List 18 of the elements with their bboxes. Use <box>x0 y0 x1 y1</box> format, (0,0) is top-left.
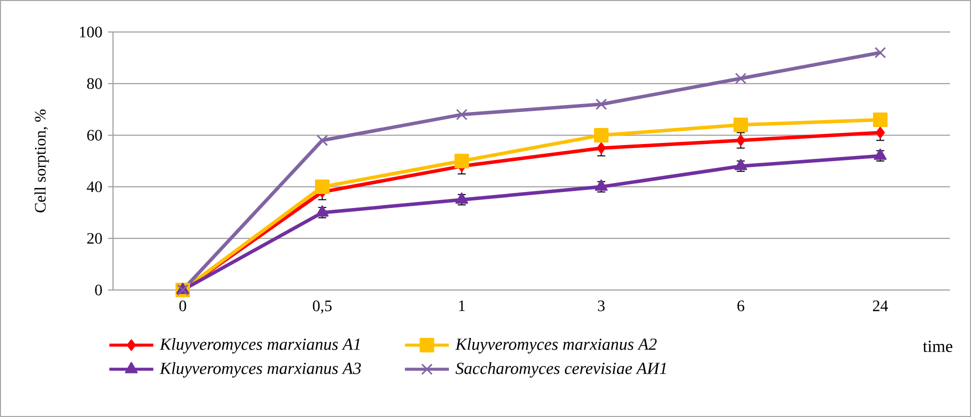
legend-label: Saccharomyces cerevisiae АИ1 <box>456 362 666 378</box>
y-tick-label: 20 <box>87 233 102 244</box>
x-axis-title: time <box>922 340 952 352</box>
legend-label: Kluyveromyces marxianus A2 <box>455 338 657 354</box>
y-tick-label: 60 <box>87 130 102 141</box>
x-tick-label: 3 <box>598 300 605 312</box>
y-tick-label: 100 <box>80 26 102 38</box>
y-tick-label: 80 <box>87 78 102 89</box>
y-tick-label: 0 <box>95 284 102 296</box>
legend-label: Kluyveromyces marxianus A3 <box>160 362 361 378</box>
x-tick-label: 1 <box>459 300 465 312</box>
x-tick-label: 24 <box>872 300 888 312</box>
y-axis-title: Cell sorption, % <box>34 110 49 212</box>
legend-label: Kluyveromyces marxianus A1 <box>160 338 360 354</box>
x-tick-label: 0 <box>179 300 186 312</box>
y-tick-label: 40 <box>86 181 102 192</box>
x-tick-label: 6 <box>737 300 744 312</box>
x-tick-label: 0,5 <box>312 300 332 314</box>
